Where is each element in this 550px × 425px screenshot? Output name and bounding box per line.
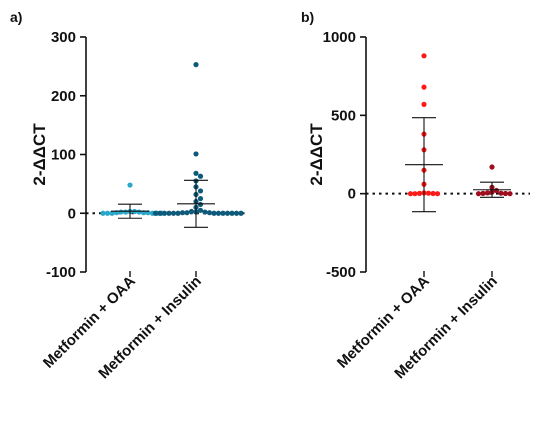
data-point	[493, 187, 500, 194]
y-tick-label: 200	[51, 88, 76, 105]
data-point	[197, 207, 204, 213]
y-tick-label: 0	[348, 186, 356, 203]
data-point	[498, 190, 504, 196]
data-point	[425, 190, 432, 196]
data-point	[118, 209, 124, 215]
data-point	[224, 210, 231, 216]
data-point	[193, 62, 199, 68]
data-point	[109, 210, 115, 216]
data-point	[100, 210, 106, 216]
data-point	[127, 182, 133, 188]
y-tick-label: 1000	[323, 29, 356, 46]
data-point	[161, 210, 168, 216]
y-tick-label: -500	[326, 264, 356, 281]
data-point	[215, 210, 222, 216]
y-tick-label: -100	[46, 264, 76, 281]
data-point	[170, 210, 177, 216]
data-point	[179, 210, 186, 216]
data-point	[502, 190, 509, 197]
data-point	[421, 84, 427, 90]
data-point	[193, 170, 199, 176]
data-point	[507, 191, 513, 197]
data-point	[122, 209, 129, 215]
data-point	[407, 191, 414, 197]
y-tick-label: 100	[51, 147, 76, 164]
data-point	[434, 191, 441, 197]
data-point	[188, 208, 195, 215]
data-point	[193, 151, 199, 157]
data-point	[202, 209, 208, 215]
data-point	[211, 210, 217, 216]
data-point	[157, 210, 163, 216]
data-point	[197, 173, 204, 179]
data-point	[197, 188, 204, 194]
data-point	[416, 190, 423, 196]
data-point	[489, 164, 495, 170]
data-point	[475, 191, 482, 197]
y-tick-label: 0	[68, 205, 76, 222]
y-axis-title: 2-ΔΔCT	[30, 123, 49, 186]
panel-label: b)	[301, 9, 314, 25]
y-tick-label: 500	[331, 107, 356, 124]
y-axis-title: 2-ΔΔCT	[307, 123, 326, 186]
data-point	[184, 210, 190, 216]
data-point	[412, 191, 418, 197]
data-point	[421, 53, 427, 59]
data-point	[197, 201, 204, 208]
data-point	[136, 209, 142, 215]
panel-label: a)	[10, 9, 22, 25]
data-point	[197, 195, 204, 202]
data-point	[152, 210, 159, 216]
data-point	[229, 210, 235, 216]
data-point	[430, 190, 436, 197]
data-point	[233, 210, 240, 216]
data-point	[480, 190, 486, 196]
data-point	[206, 210, 213, 216]
y-tick-label: 300	[51, 29, 76, 46]
data-point	[238, 210, 244, 216]
data-point	[484, 190, 491, 196]
data-point	[421, 101, 427, 107]
data-point	[175, 210, 181, 216]
data-point	[166, 210, 172, 216]
data-point	[104, 210, 111, 216]
data-point	[220, 210, 226, 216]
